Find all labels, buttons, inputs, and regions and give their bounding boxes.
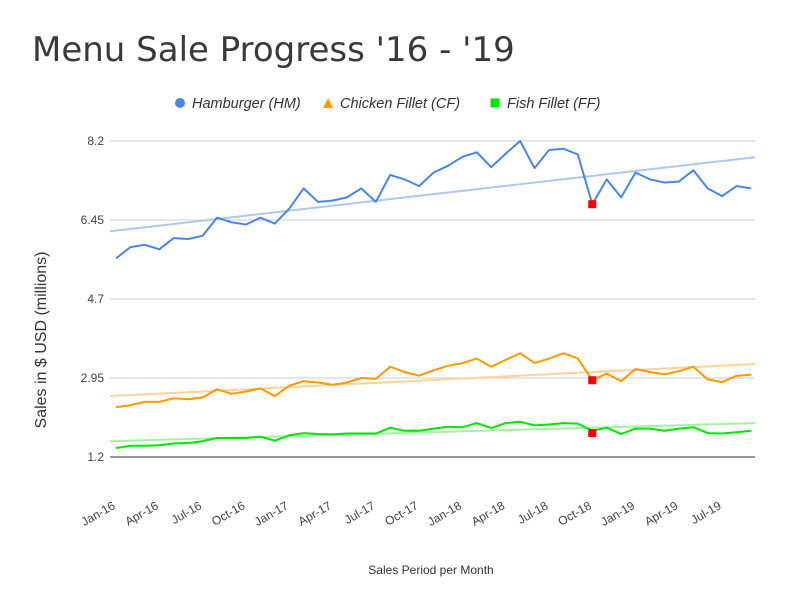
chart-title: Menu Sale Progress '16 - '19	[32, 30, 515, 70]
x-tick-label: Jul-17	[342, 498, 378, 527]
legend: Hamburger (HM) Chicken Fillet (CF) Fish Fi…	[175, 96, 600, 112]
y-tick-label: 1.2	[87, 450, 104, 464]
legend-marker-circle	[175, 98, 185, 108]
x-tick-label: Jul-18	[515, 498, 551, 527]
legend-label: Fish Fillet (FF)	[507, 96, 600, 112]
y-axis-ticks: 8.2 6.45 4.7 2.95 1.2	[81, 134, 105, 464]
x-tick-label: Oct-18	[556, 498, 594, 528]
x-tick-label: Jan-18	[425, 498, 464, 529]
y-tick-label: 2.95	[81, 371, 105, 385]
highlight-point	[588, 200, 597, 209]
legend-label: Chicken Fillet (CF)	[340, 96, 460, 112]
highlight-markers	[588, 200, 597, 438]
y-axis-label: Sales in $ USD (millions)	[33, 252, 50, 429]
x-tick-label: Apr-18	[469, 498, 507, 528]
highlight-point	[588, 376, 597, 385]
x-tick-label: Oct-17	[382, 498, 420, 528]
trendline	[109, 156, 756, 233]
x-axis-label: Sales Period per Month	[368, 563, 493, 577]
trendline	[109, 422, 756, 443]
legend-marker-square	[490, 98, 500, 108]
series-line	[115, 140, 752, 260]
trendline	[109, 363, 756, 398]
x-tick-label: Jan-19	[598, 498, 637, 529]
x-tick-label: Apr-17	[296, 498, 334, 528]
highlight-point	[588, 429, 597, 438]
y-tick-label: 6.45	[81, 213, 105, 227]
x-axis-ticks: Jan-16 Apr-16 Jul-16 Oct-16 Jan-17 Apr-17 Jul-…	[79, 498, 724, 529]
x-tick-label: Apr-16	[123, 498, 161, 528]
series-line	[115, 420, 752, 449]
x-tick-label: Jul-16	[169, 498, 205, 527]
series-line	[115, 352, 752, 409]
legend-label: Hamburger (HM)	[192, 96, 301, 112]
x-tick-label: Jan-17	[252, 498, 291, 529]
gridlines	[110, 140, 755, 458]
y-tick-label: 4.7	[87, 292, 104, 306]
x-tick-label: Jul-19	[688, 498, 724, 527]
x-tick-label: Apr-19	[642, 498, 680, 528]
x-tick-label: Jan-16	[79, 498, 118, 529]
series-lines	[115, 140, 752, 449]
legend-marker-triangle	[323, 98, 333, 108]
x-tick-label: Oct-16	[209, 498, 247, 528]
y-tick-label: 8.2	[87, 134, 104, 148]
